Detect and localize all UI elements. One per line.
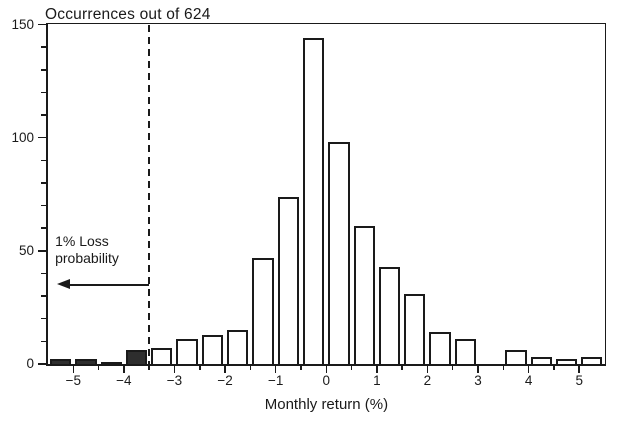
histogram-bar xyxy=(429,332,451,366)
x-major-tick xyxy=(274,366,277,373)
x-minor-tick xyxy=(350,366,353,370)
x-tick-label: 1 xyxy=(373,373,381,388)
x-minor-tick xyxy=(249,366,252,370)
y-major-tick xyxy=(38,136,46,139)
histogram-bar xyxy=(505,350,527,366)
y-tick-label: 0 xyxy=(26,356,34,371)
y-minor-tick xyxy=(41,340,46,343)
loss-probability-arrow-line xyxy=(70,283,150,286)
x-major-tick xyxy=(477,366,479,373)
x-tick-label: 4 xyxy=(524,373,533,388)
histogram-bar xyxy=(151,348,173,366)
x-tick-label: −4 xyxy=(116,373,132,388)
histogram-bar xyxy=(581,357,603,366)
histogram-bar-shaded xyxy=(100,361,122,366)
x-minor-tick xyxy=(300,366,302,370)
x-axis-title: Monthly return (%) xyxy=(264,396,389,413)
x-major-tick xyxy=(527,366,530,373)
y-minor-tick xyxy=(41,46,46,48)
x-tick-label: −5 xyxy=(65,373,81,388)
x-major-tick xyxy=(578,366,580,373)
y-minor-tick xyxy=(41,91,46,94)
x-major-tick xyxy=(72,366,75,373)
x-tick-label: 2 xyxy=(423,373,432,388)
histogram-bar xyxy=(404,293,426,366)
y-minor-tick xyxy=(41,159,46,162)
histogram-bar xyxy=(530,357,552,366)
histogram-bar xyxy=(277,196,299,366)
histogram-bar xyxy=(353,225,375,366)
chart-title: Occurrences out of 624 xyxy=(45,6,211,23)
y-major-tick xyxy=(38,363,46,365)
histogram-bar-shaded xyxy=(125,350,148,366)
y-tick-label: 50 xyxy=(18,242,34,258)
x-minor-tick xyxy=(451,366,454,370)
histogram-bar xyxy=(252,257,274,366)
x-tick-label: 5 xyxy=(575,373,583,388)
histogram-bar xyxy=(378,266,401,366)
y-minor-tick xyxy=(41,204,46,207)
y-tick-label: 100 xyxy=(11,129,34,145)
histogram-bar xyxy=(302,38,325,366)
y-minor-tick xyxy=(41,317,46,320)
histogram-bar xyxy=(201,334,224,366)
y-major-tick xyxy=(38,23,46,26)
histogram-bar xyxy=(454,339,476,366)
x-major-tick xyxy=(173,366,176,373)
x-tick-label: −3 xyxy=(166,373,183,388)
histogram-bar xyxy=(555,359,578,366)
histogram-bar-shaded xyxy=(75,359,97,366)
histogram-bar xyxy=(328,142,350,366)
x-major-tick xyxy=(123,366,125,373)
histogram-bar xyxy=(176,339,198,366)
y-tick-label: 150 xyxy=(11,16,34,32)
histogram-bar-shaded xyxy=(50,359,72,366)
x-minor-tick xyxy=(148,366,150,370)
x-minor-tick xyxy=(401,366,403,370)
x-minor-tick xyxy=(553,366,555,370)
x-major-tick xyxy=(426,366,429,373)
loss-probability-label-line2: probability xyxy=(55,249,119,266)
x-major-tick xyxy=(376,366,378,373)
x-major-tick xyxy=(325,366,327,373)
x-minor-tick xyxy=(97,366,100,370)
x-tick-label: −2 xyxy=(217,373,233,388)
x-minor-tick xyxy=(502,366,505,370)
y-major-tick xyxy=(38,250,46,252)
loss-probability-label: 1% Loss probability xyxy=(55,233,119,267)
y-minor-tick xyxy=(41,114,46,116)
y-minor-tick xyxy=(41,272,46,275)
x-tick-label: 0 xyxy=(322,373,330,388)
x-major-tick xyxy=(224,366,226,373)
y-minor-tick xyxy=(41,227,46,229)
loss-probability-arrow-head xyxy=(57,279,71,290)
x-tick-label: −1 xyxy=(267,373,284,388)
y-minor-tick xyxy=(41,69,46,71)
histogram-bar xyxy=(227,330,249,366)
x-minor-tick xyxy=(199,366,201,370)
y-minor-tick xyxy=(41,182,46,184)
y-minor-tick xyxy=(41,295,46,297)
plot-area xyxy=(46,23,606,366)
loss-probability-label-line1: 1% Loss xyxy=(55,232,109,249)
x-tick-label: 3 xyxy=(474,373,482,388)
loss-threshold-dashed-line xyxy=(148,24,151,364)
